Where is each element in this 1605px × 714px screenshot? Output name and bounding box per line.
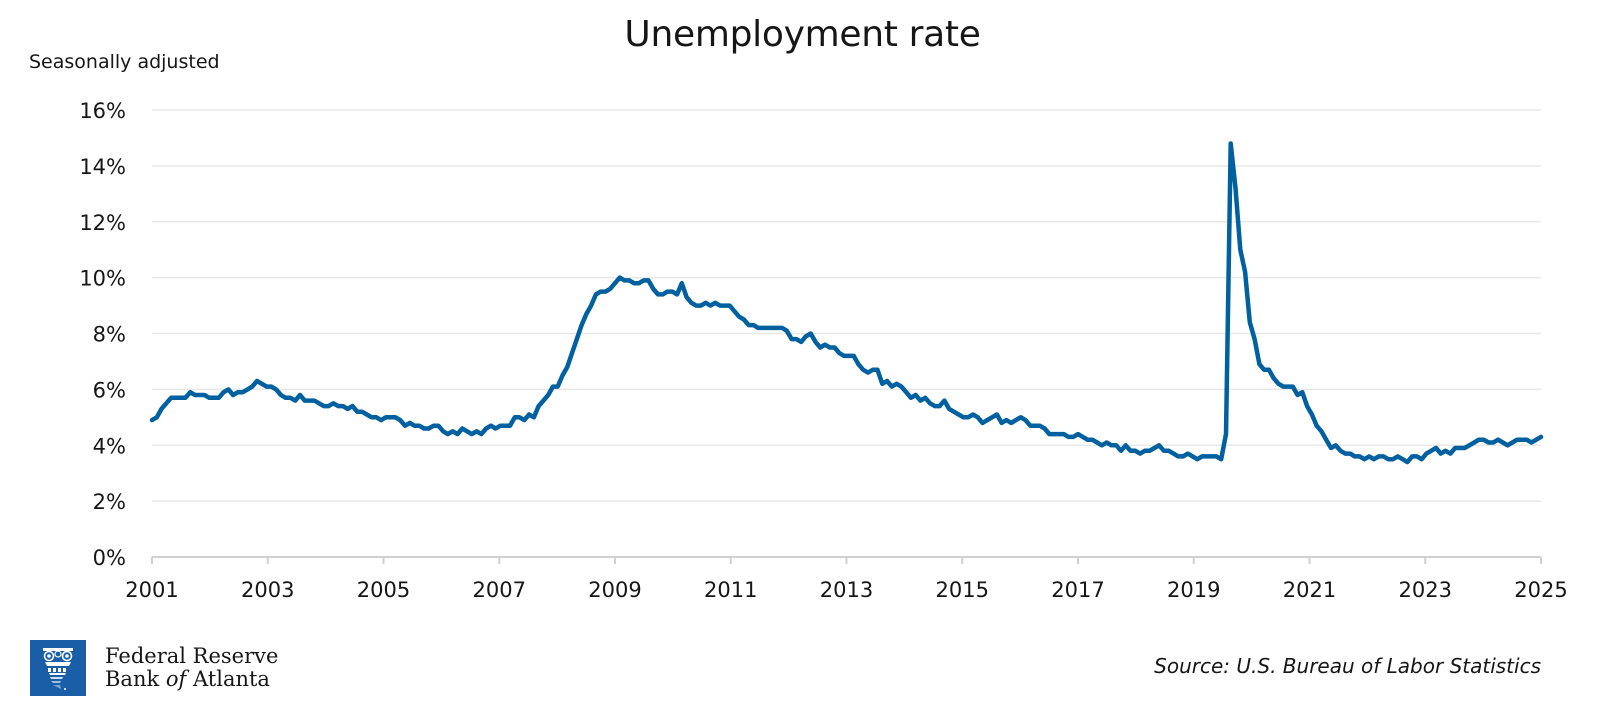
column-capital-icon — [43, 648, 73, 690]
y-axis: 0% 2% 4% 6% 8% 10% 12% 14% 16% — [79, 99, 126, 570]
x-tick-label: 2021 — [1283, 578, 1336, 602]
frb-atlanta-logo-icon — [30, 640, 86, 696]
y-tick-label: 2% — [93, 490, 126, 514]
x-tick-label: 2009 — [588, 578, 641, 602]
x-tick-label: 2023 — [1399, 578, 1452, 602]
x-axis: 2001 2003 2005 2007 2009 2011 2013 2015 2017 2019… — [125, 556, 1568, 602]
wordmark-atlanta: Atlanta — [186, 667, 270, 691]
x-tick-label: 2015 — [936, 578, 989, 602]
y-tick-label: 4% — [93, 434, 126, 458]
x-tick-label: 2003 — [241, 578, 294, 602]
y-tick-label: 16% — [79, 99, 126, 123]
y-tick-label: 0% — [93, 546, 126, 570]
x-tick-label: 2011 — [704, 578, 757, 602]
y-tick-label: 8% — [93, 323, 126, 347]
x-tick-label: 2005 — [357, 578, 410, 602]
y-tick-label: 12% — [79, 211, 126, 235]
x-tick-label: 2019 — [1167, 578, 1220, 602]
frb-atlanta-wordmark: Federal Reserve Bank of Atlanta — [105, 645, 278, 691]
unemployment-rate-line — [149, 141, 1544, 465]
wordmark-bank: Bank — [105, 667, 166, 691]
x-tick-label: 2017 — [1051, 578, 1104, 602]
x-tick-label: 2007 — [473, 578, 526, 602]
line-chart: 0%2%4%6%8%10%12%14%16% 2001 2003 2005 2007 2… — [79, 99, 1568, 602]
y-tick-label: 6% — [93, 378, 126, 402]
wordmark-line-1: Federal Reserve — [105, 644, 279, 668]
x-tick-label: 2001 — [125, 578, 178, 602]
y-tick-label: 10% — [79, 267, 126, 291]
y-tick-label: 14% — [79, 155, 126, 179]
chart-subtitle: Seasonally adjusted — [29, 51, 220, 73]
chart-title: Unemployment rate — [624, 14, 981, 55]
wordmark-of: of — [165, 667, 187, 691]
source-note: Source: U.S. Bureau of Labor Statistics — [1154, 654, 1541, 678]
gridlines — [152, 109, 1541, 502]
wordmark-line-2: Bank of Atlanta — [105, 668, 278, 691]
x-tick-label: 2013 — [820, 578, 873, 602]
x-tick-label: 2025 — [1514, 578, 1567, 602]
